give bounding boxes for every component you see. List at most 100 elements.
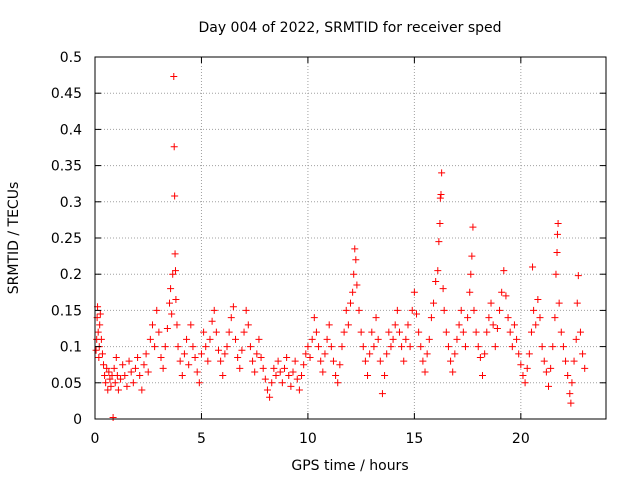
data-point	[466, 288, 474, 296]
data-point	[101, 372, 109, 380]
data-point	[300, 361, 308, 369]
data-point	[323, 335, 331, 343]
data-point	[421, 368, 429, 376]
data-point	[552, 270, 560, 278]
data-point	[553, 230, 561, 238]
data-point	[376, 357, 384, 365]
y-axis-label: SRMTID / TECUs	[6, 182, 22, 295]
data-point	[534, 296, 542, 304]
data-point	[498, 288, 506, 296]
data-point	[334, 379, 342, 387]
data-point	[306, 353, 314, 361]
data-point	[153, 306, 161, 314]
data-point	[383, 350, 391, 358]
data-point	[92, 346, 100, 354]
data-point	[368, 328, 376, 336]
data-point	[206, 335, 214, 343]
data-point	[340, 328, 348, 336]
data-point	[508, 343, 516, 351]
data-point	[204, 357, 212, 365]
data-point	[555, 299, 563, 307]
data-point	[351, 245, 359, 253]
data-point	[195, 379, 203, 387]
data-point	[173, 321, 181, 329]
data-point	[272, 372, 280, 380]
data-point	[461, 343, 469, 351]
data-point	[191, 353, 199, 361]
data-point	[453, 335, 461, 343]
data-point	[214, 346, 222, 354]
data-point	[487, 299, 495, 307]
data-point	[547, 364, 555, 372]
data-point	[95, 353, 103, 361]
y-tick-label: 0.15	[51, 303, 82, 319]
data-point	[171, 192, 179, 200]
data-point	[136, 372, 144, 380]
data-point	[402, 335, 410, 343]
data-point	[121, 372, 129, 380]
data-point	[564, 372, 572, 380]
data-point	[232, 335, 240, 343]
data-point	[183, 335, 191, 343]
data-point	[415, 328, 423, 336]
data-point	[171, 250, 179, 258]
data-point	[489, 321, 497, 329]
data-point	[167, 285, 175, 293]
data-point	[169, 270, 177, 278]
data-point	[562, 357, 570, 365]
data-point	[266, 393, 274, 401]
data-point	[293, 375, 301, 383]
x-tick-label: 20	[512, 431, 530, 447]
data-point	[210, 306, 218, 314]
data-point	[336, 361, 344, 369]
data-point	[221, 350, 229, 358]
data-point	[197, 350, 205, 358]
data-point	[283, 353, 291, 361]
data-point	[493, 325, 501, 332]
data-point	[576, 328, 584, 336]
data-point	[442, 328, 450, 336]
data-point	[315, 343, 323, 351]
data-point	[308, 335, 316, 343]
y-tick-label: 0.1	[60, 340, 82, 356]
data-point	[138, 386, 146, 394]
data-point	[404, 321, 412, 329]
data-point	[168, 310, 176, 318]
data-point	[127, 368, 135, 376]
data-point	[519, 372, 527, 380]
y-tick-label: 0.2	[60, 267, 82, 283]
data-point	[123, 382, 131, 390]
data-point	[350, 270, 358, 278]
data-point	[244, 321, 252, 329]
data-point	[310, 314, 318, 322]
data-point	[112, 353, 120, 361]
ticks: 0 0.05 0.1 0.15 0.2 0.25 0.3 0.35 0.4 0.45 0.5 0 5 10…	[51, 50, 606, 447]
data-point	[227, 314, 235, 322]
data-point	[359, 343, 367, 351]
data-point	[455, 321, 463, 329]
y-tick-label: 0.05	[51, 376, 82, 392]
data-point	[344, 321, 352, 329]
data-point	[148, 321, 156, 329]
data-point	[436, 220, 444, 228]
data-point	[423, 350, 431, 358]
data-point	[515, 350, 523, 358]
data-point	[447, 357, 455, 365]
data-point	[166, 299, 174, 307]
data-point	[251, 368, 259, 376]
data-point	[536, 314, 544, 322]
data-point	[370, 343, 378, 351]
data-point	[155, 328, 163, 336]
x-tick-label: 10	[299, 431, 317, 447]
data-point	[476, 353, 484, 361]
data-point	[180, 350, 188, 358]
data-point	[189, 343, 197, 351]
data-point	[572, 335, 580, 343]
data-point	[103, 364, 111, 372]
data-point	[176, 357, 184, 365]
data-point	[579, 350, 587, 358]
data-point	[234, 353, 242, 361]
data-point	[573, 299, 581, 307]
data-point	[485, 314, 493, 322]
